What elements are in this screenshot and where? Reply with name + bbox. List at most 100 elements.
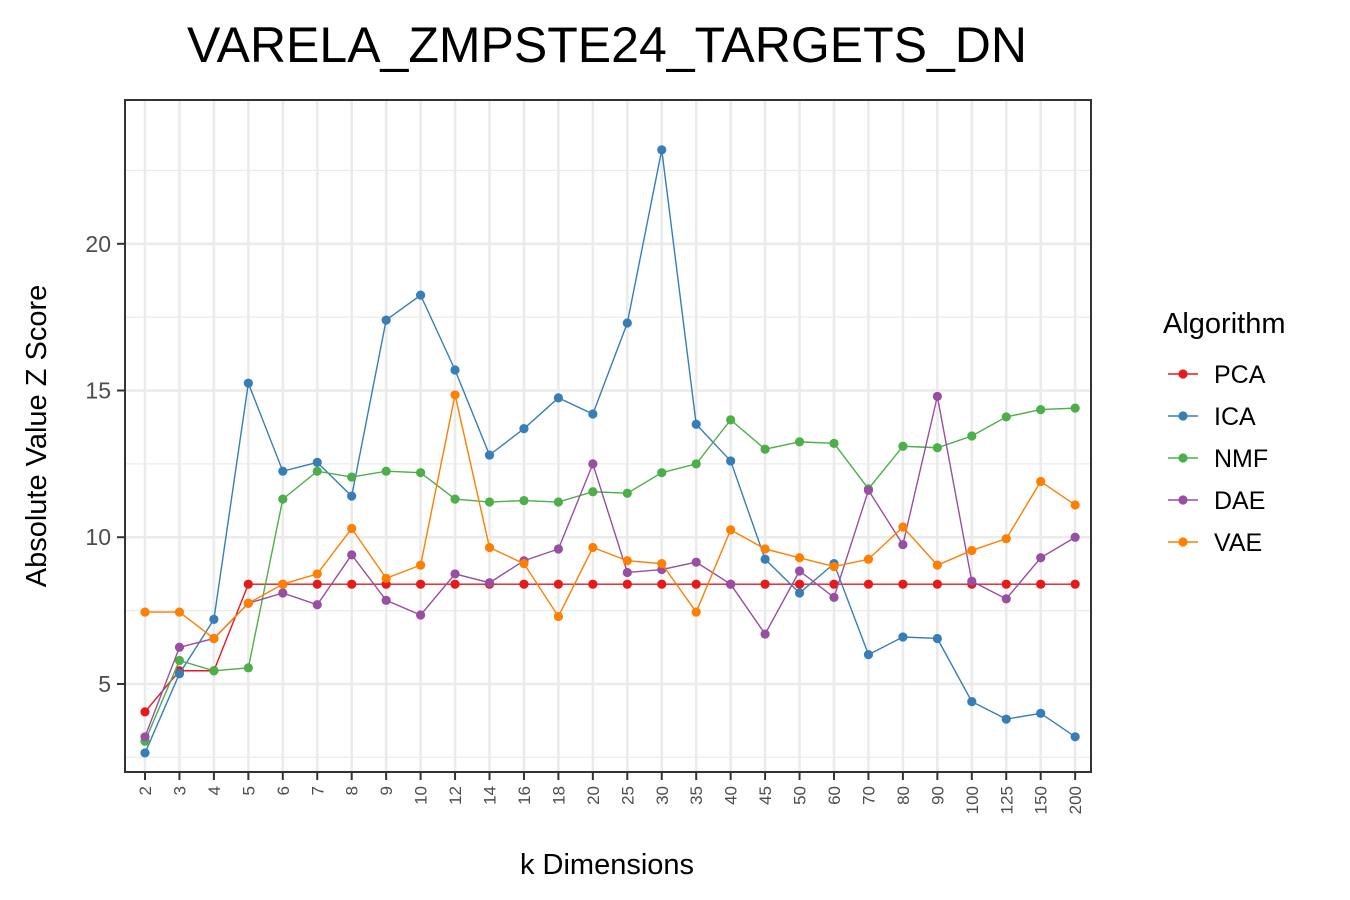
data-point-vae — [1001, 534, 1011, 544]
x-tick-label: 5 — [239, 786, 258, 795]
data-point-nmf — [829, 438, 839, 448]
data-point-nmf — [381, 466, 391, 476]
series-nmf — [140, 403, 1080, 746]
data-point-dae — [1036, 553, 1046, 563]
data-point-pca — [347, 579, 357, 589]
x-tick-label: 12 — [446, 786, 465, 805]
data-point-vae — [140, 607, 150, 617]
data-point-dae — [691, 557, 701, 567]
legend-item-vae: VAE — [1168, 529, 1262, 557]
data-point-vae — [726, 525, 736, 535]
data-point-nmf — [553, 497, 564, 507]
x-tick-label: 50 — [791, 786, 810, 805]
data-point-dae — [726, 579, 736, 589]
data-point-ica — [347, 491, 357, 501]
data-point-dae — [863, 485, 874, 495]
data-point-ica — [450, 365, 460, 375]
data-point-dae — [140, 732, 150, 742]
data-point-pca — [1001, 579, 1011, 589]
data-point-dae — [484, 578, 495, 588]
data-point-vae — [622, 556, 632, 566]
y-axis-title: Absolute Value Z Score — [21, 285, 53, 588]
data-point-dae — [381, 595, 391, 605]
data-point-nmf — [1001, 412, 1011, 422]
data-point-vae — [588, 542, 598, 553]
legend-item-ica: ICA — [1168, 403, 1256, 431]
x-tick-label: 60 — [825, 786, 844, 805]
data-point-pca — [416, 579, 426, 589]
data-point-nmf — [278, 494, 288, 504]
x-tick-label: 35 — [687, 786, 706, 805]
data-point-nmf — [347, 472, 357, 482]
series-layer — [140, 145, 1080, 758]
data-point-dae — [450, 569, 460, 579]
data-point-pca — [243, 579, 253, 589]
data-point-ica — [794, 588, 805, 598]
y-tick-label: 5 — [98, 671, 111, 697]
data-point-vae — [278, 579, 288, 589]
data-point-nmf — [898, 441, 908, 451]
data-point-pca — [140, 707, 150, 717]
x-tick-label: 20 — [584, 786, 603, 805]
data-point-ica — [1070, 732, 1080, 742]
x-tick-label: 25 — [618, 786, 637, 805]
data-point-dae — [898, 539, 908, 550]
data-point-nmf — [243, 663, 253, 673]
legend-key-point — [1178, 411, 1188, 421]
x-tick-label: 4 — [205, 786, 224, 795]
data-point-vae — [450, 390, 460, 400]
data-point-ica — [519, 424, 529, 434]
x-tick-label: 150 — [1032, 786, 1051, 814]
series-vae — [140, 390, 1080, 644]
data-point-nmf — [450, 494, 460, 504]
data-point-ica — [691, 419, 701, 429]
data-point-vae — [898, 522, 908, 532]
legend-key-point — [1178, 495, 1188, 505]
data-point-vae — [553, 611, 564, 622]
x-tick-label: 70 — [859, 786, 878, 805]
data-point-ica — [1001, 714, 1011, 724]
data-point-ica — [1036, 708, 1046, 718]
data-point-vae — [519, 559, 529, 569]
data-point-nmf — [622, 488, 632, 498]
data-point-pca — [622, 579, 632, 589]
x-tick-label: 125 — [997, 786, 1016, 814]
data-point-dae — [1001, 594, 1011, 604]
data-point-vae — [243, 598, 253, 608]
data-point-ica — [863, 650, 874, 660]
legend-label: VAE — [1214, 529, 1262, 557]
data-point-ica — [140, 748, 150, 758]
data-point-vae — [1070, 500, 1080, 510]
data-point-nmf — [312, 466, 322, 476]
data-point-nmf — [657, 468, 667, 478]
legend-key-point — [1178, 453, 1188, 463]
data-point-nmf — [726, 415, 736, 425]
legend-title: Algorithm — [1163, 308, 1286, 340]
series-dae — [140, 391, 1080, 742]
data-point-vae — [691, 607, 701, 617]
data-point-vae — [863, 554, 874, 564]
data-point-dae — [760, 629, 770, 639]
data-point-ica — [553, 393, 564, 403]
data-point-dae — [347, 550, 357, 560]
data-point-dae — [174, 642, 185, 652]
x-tick-label: 16 — [515, 786, 534, 805]
data-point-nmf — [760, 444, 770, 454]
legend-key-point — [1178, 369, 1188, 379]
data-point-ica — [312, 457, 322, 468]
series-line-dae — [144, 396, 1076, 738]
data-point-nmf — [484, 497, 495, 507]
data-point-pca — [932, 579, 942, 589]
data-point-pca — [519, 579, 529, 589]
data-point-dae — [553, 544, 564, 554]
data-point-pca — [657, 579, 667, 589]
y-tick-label: 15 — [85, 378, 111, 404]
data-point-ica — [174, 669, 185, 679]
x-tick-label: 40 — [722, 786, 741, 805]
x-tick-label: 14 — [481, 786, 500, 805]
data-point-dae — [312, 600, 322, 610]
legend-item-nmf: NMF — [1168, 445, 1268, 473]
data-point-pca — [794, 579, 805, 589]
